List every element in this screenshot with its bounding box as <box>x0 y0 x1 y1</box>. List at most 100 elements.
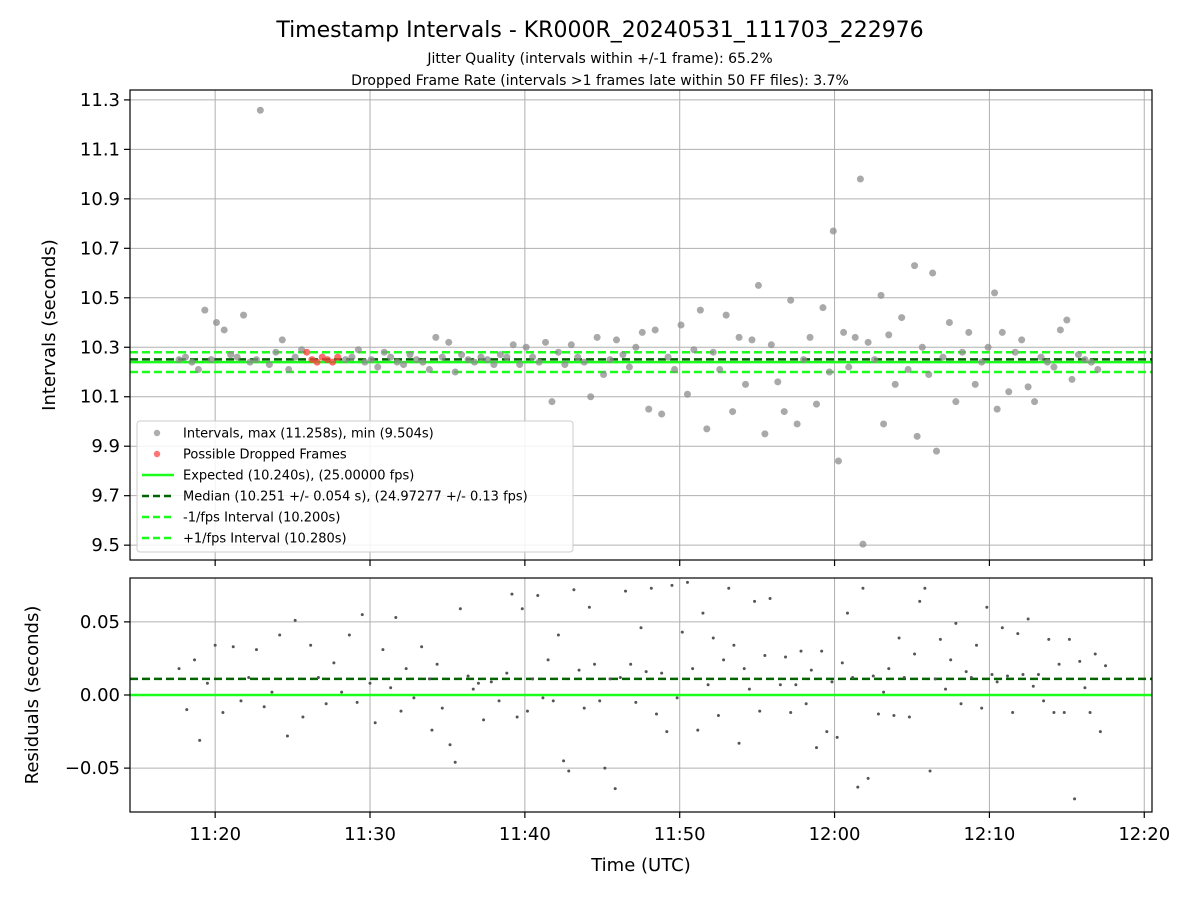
interval-point <box>774 378 782 386</box>
interval-point <box>754 281 762 289</box>
residual-point <box>727 586 731 590</box>
x-tick-label: 12:10 <box>963 824 1015 845</box>
residual-point <box>270 690 274 694</box>
residuals-panel: −0.050.000.05 11:20 11:30 11:40 11:50 12:00 1… <box>22 577 1170 876</box>
residual-point <box>902 675 906 679</box>
interval-point <box>859 540 867 548</box>
intervals-y-tick-label: 10.7 <box>80 238 120 259</box>
interval-point <box>503 353 511 361</box>
interval-point <box>522 343 530 351</box>
residual-point <box>572 588 576 592</box>
interval-point <box>400 361 408 369</box>
residual-point <box>603 766 607 770</box>
interval-point <box>380 348 388 356</box>
residual-point <box>851 675 855 679</box>
residual-point <box>373 721 377 725</box>
interval-point <box>729 408 737 416</box>
residual-point <box>556 633 560 637</box>
residual-point <box>784 655 788 659</box>
interval-point <box>387 353 395 361</box>
residual-point <box>239 699 243 703</box>
interval-point <box>246 358 254 366</box>
residual-point <box>427 677 431 681</box>
interval-point <box>851 333 859 341</box>
interval-point <box>625 363 633 371</box>
interval-point <box>880 420 888 428</box>
interval-point <box>911 262 919 270</box>
interval-point <box>829 227 837 235</box>
dropped-frame-point <box>303 348 311 356</box>
x-axis-label: Time (UTC) <box>590 855 691 876</box>
residual-point <box>1088 711 1092 715</box>
interval-point <box>535 358 543 366</box>
legend-label-minus-fps: -1/fps Interval (10.200s) <box>183 511 340 526</box>
x-tick-label: 11:30 <box>344 824 396 845</box>
residual-point <box>747 687 751 691</box>
residual-point <box>332 661 336 665</box>
residual-point <box>262 705 266 709</box>
residual-point <box>969 675 973 679</box>
residual-point <box>546 658 550 662</box>
interval-point <box>825 368 833 376</box>
residual-point <box>820 649 824 653</box>
legend-marker-dropped <box>153 450 161 458</box>
interval-point <box>898 314 906 322</box>
interval-point <box>529 353 537 361</box>
interval-point <box>664 353 672 361</box>
residual-point <box>482 718 486 722</box>
residual-point <box>193 658 197 662</box>
interval-point <box>201 306 209 314</box>
interval-point <box>978 358 986 366</box>
interval-point <box>265 361 273 369</box>
interval-point <box>1074 351 1082 359</box>
x-tick-label: 12:20 <box>1118 824 1170 845</box>
residual-point <box>825 730 829 734</box>
residual-point <box>789 711 793 715</box>
residual-point <box>221 711 225 715</box>
legend-label-plus-fps: +1/fps Interval (10.280s) <box>183 532 347 547</box>
intervals-panel: 9.5 9.7 9.9 10.1 10.3 10.5 10.7 10.9 11.1 11.3 In… <box>39 89 1153 566</box>
residual-point <box>309 643 313 647</box>
dropped-frame-points <box>303 348 342 366</box>
residual-point <box>685 580 689 584</box>
interval-point <box>834 457 842 465</box>
interval-point <box>181 353 189 361</box>
x-tick-label: 11:50 <box>654 824 706 845</box>
intervals-y-tick-label: 10.3 <box>80 337 120 358</box>
residual-point <box>954 621 958 625</box>
interval-point <box>464 356 472 364</box>
residual-point <box>515 715 519 719</box>
residual-point <box>489 680 493 684</box>
residual-point <box>510 592 514 596</box>
residual-point <box>505 671 509 675</box>
interval-point <box>645 405 653 413</box>
residual-point <box>1057 662 1061 666</box>
residual-point <box>324 702 328 706</box>
interval-point <box>800 356 808 364</box>
interval-point <box>240 311 248 319</box>
legend-label-expected: Expected (10.240s), (25.00000 fps) <box>183 469 414 484</box>
residual-point <box>497 699 501 703</box>
interval-point <box>671 366 679 374</box>
interval-point <box>496 351 504 359</box>
intervals-y-tick-label: 9.5 <box>91 535 120 556</box>
interval-point <box>574 353 582 361</box>
residual-point <box>835 735 839 739</box>
interval-point <box>445 338 453 346</box>
interval-point <box>1037 353 1045 361</box>
legend-label-intervals: Intervals, max (11.258s), min (9.504s) <box>183 427 434 442</box>
residual-point <box>213 643 217 647</box>
interval-point <box>971 380 979 388</box>
residual-point <box>691 667 695 671</box>
residual-point <box>907 715 911 719</box>
residual-point <box>1042 699 1046 703</box>
residual-point <box>758 709 762 713</box>
interval-point <box>188 358 196 366</box>
residual-point <box>1021 673 1025 677</box>
interval-point <box>207 356 215 364</box>
residual-point <box>722 658 726 662</box>
residual-point <box>949 658 953 662</box>
residual-points <box>177 580 1108 801</box>
interval-point <box>278 336 286 344</box>
